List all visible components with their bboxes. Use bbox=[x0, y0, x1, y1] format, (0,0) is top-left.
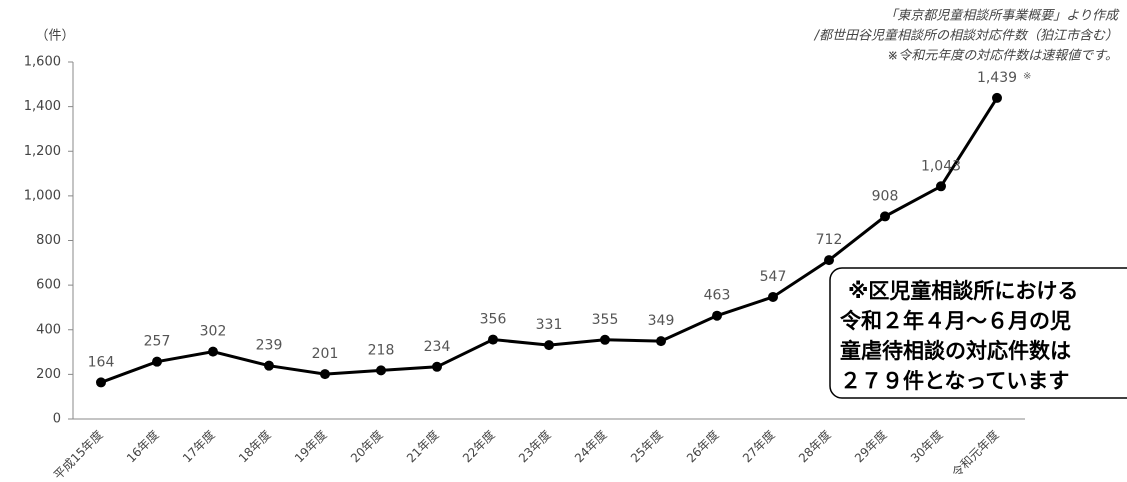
note: ※令和元年度の対応件数は速報値です。 bbox=[887, 49, 1118, 64]
x-tick-label: 26年度 bbox=[683, 427, 721, 465]
value-label: 463 bbox=[704, 288, 731, 304]
point bbox=[152, 356, 162, 367]
y-tick-label: 600 bbox=[36, 278, 61, 293]
point bbox=[656, 336, 666, 347]
value-label: 712 bbox=[816, 232, 843, 248]
y-tick-label: 800 bbox=[36, 233, 61, 248]
value-label: 164 bbox=[88, 354, 115, 370]
y-tick-label: 200 bbox=[36, 367, 61, 382]
x-tick-label: 22年度 bbox=[459, 427, 497, 465]
y-tick-label: 0 bbox=[53, 412, 61, 427]
y-tick-label: 1,000 bbox=[24, 188, 61, 203]
note: 「東京都児童相談所事業概要」より作成 bbox=[884, 8, 1120, 24]
point bbox=[992, 92, 1002, 103]
value-label: 257 bbox=[144, 334, 171, 350]
x-tick-label: 25年度 bbox=[627, 427, 665, 465]
x-tick-label: 18年度 bbox=[235, 427, 273, 465]
value-label: 1,439 bbox=[977, 70, 1017, 86]
point bbox=[264, 360, 274, 371]
x-tick-label: 23年度 bbox=[515, 427, 553, 465]
y-axis-label: （件） bbox=[35, 29, 74, 44]
value-label: 908 bbox=[872, 188, 899, 204]
point bbox=[432, 361, 442, 372]
point bbox=[488, 334, 498, 345]
x-tick-label: 20年度 bbox=[347, 427, 385, 465]
value-label: 1,043 bbox=[921, 158, 961, 174]
note: /都世田谷児童相談所の相談対応件数（狛江市含む） bbox=[814, 28, 1118, 44]
point bbox=[768, 291, 778, 302]
value-label: 356 bbox=[480, 312, 507, 328]
x-tick-label: 17年度 bbox=[179, 427, 217, 465]
x-tick-label: 平成15年度 bbox=[50, 427, 105, 482]
x-tick-label: 28年度 bbox=[795, 427, 833, 465]
point bbox=[824, 255, 834, 266]
x-tick-label: 24年度 bbox=[571, 427, 609, 465]
value-label: 331 bbox=[536, 317, 563, 333]
x-tick-label: 29年度 bbox=[851, 427, 889, 465]
point bbox=[712, 310, 722, 321]
callout-text: 童虐待相談の対応件数は bbox=[840, 339, 1071, 363]
value-label: 349 bbox=[648, 313, 675, 329]
callout-box bbox=[829, 267, 1127, 399]
value-label: 218 bbox=[368, 342, 395, 358]
point bbox=[320, 369, 330, 380]
point bbox=[936, 181, 946, 192]
callout-text: ※区児童相談所における bbox=[848, 279, 1078, 303]
point bbox=[208, 346, 218, 357]
point bbox=[376, 365, 386, 376]
x-tick-label: 30年度 bbox=[907, 427, 945, 465]
x-tick-label: 21年度 bbox=[403, 427, 441, 465]
x-tick-label: 令和元年度 bbox=[949, 427, 1002, 480]
point bbox=[544, 340, 554, 351]
x-tick-label: 27年度 bbox=[739, 427, 777, 465]
callout-text: 令和２年４月～６月の児 bbox=[840, 309, 1071, 333]
value-label: 547 bbox=[760, 269, 787, 285]
value-note-mark: ※ bbox=[1023, 71, 1031, 82]
y-tick-label: 1,200 bbox=[24, 144, 61, 159]
y-tick-label: 1,600 bbox=[24, 55, 61, 70]
y-tick-label: 400 bbox=[36, 322, 61, 337]
value-label: 302 bbox=[200, 324, 227, 340]
value-label: 201 bbox=[312, 346, 339, 362]
value-label: 239 bbox=[256, 338, 283, 354]
x-tick-label: 16年度 bbox=[123, 427, 161, 465]
point bbox=[880, 211, 890, 222]
point bbox=[96, 377, 106, 388]
value-label: 355 bbox=[592, 312, 619, 328]
y-tick-label: 1,400 bbox=[24, 99, 61, 114]
callout-text: ２７９件となっています bbox=[840, 369, 1069, 393]
point bbox=[600, 334, 610, 345]
value-label: 234 bbox=[424, 339, 451, 355]
x-tick-label: 19年度 bbox=[291, 427, 329, 465]
